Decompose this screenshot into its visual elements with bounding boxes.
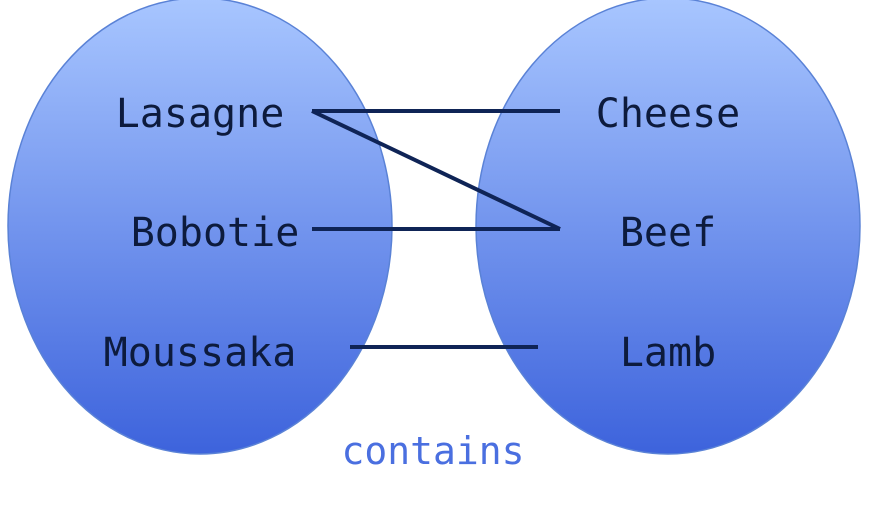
codomain-item-lamb: Lamb — [620, 330, 716, 376]
edge-lasagne-beef — [311, 109, 561, 231]
codomain-set-ellipse — [475, 0, 861, 455]
domain-item-bobotie: Bobotie — [131, 210, 300, 256]
codomain-item-beef: Beef — [620, 210, 716, 256]
domain-set-ellipse — [7, 0, 393, 455]
codomain-item-cheese: Cheese — [596, 91, 741, 137]
relation-label: contains — [341, 429, 524, 473]
mapping-edges — [311, 109, 561, 349]
domain-item-lasagne: Lasagne — [116, 91, 285, 137]
domain-item-moussaka: Moussaka — [104, 330, 297, 376]
